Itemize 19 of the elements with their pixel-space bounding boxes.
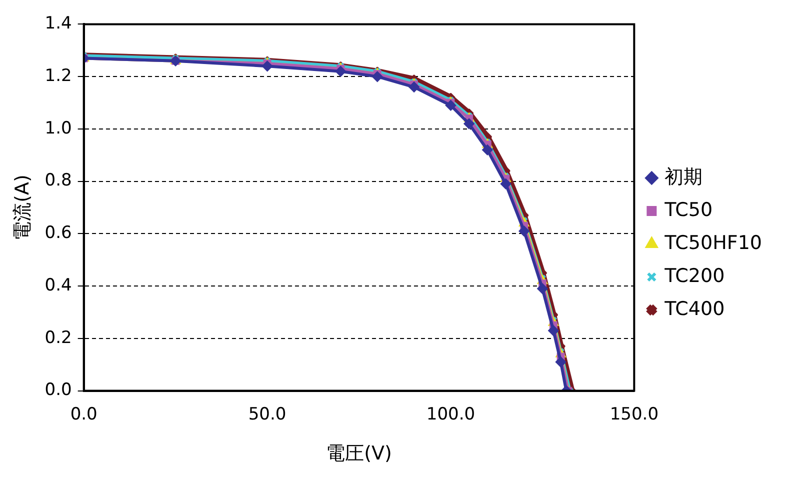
- y-tick-label: 1.4: [44, 14, 72, 34]
- y-tick-label: 1.0: [44, 118, 72, 138]
- legend-label: TC50: [664, 198, 713, 221]
- y-tick-label: 0.6: [44, 223, 72, 244]
- legend-label: TC200: [664, 264, 725, 287]
- y-tick-label: 0.8: [44, 170, 72, 191]
- legend-label: TC50HF10: [664, 232, 762, 254]
- x-axis-title: 電圧(V): [326, 442, 392, 465]
- x-tick-label: 0.0: [70, 404, 98, 424]
- x-tick-label: 100.0: [426, 404, 476, 424]
- y-axis-title: 電流(A): [11, 174, 34, 240]
- y-tick-label: 0.0: [44, 380, 72, 400]
- x-tick-label: 150.0: [610, 404, 659, 424]
- legend-label: TC400: [664, 298, 725, 320]
- x-tick-label: 50.0: [248, 404, 286, 424]
- y-tick-label: 0.2: [44, 328, 72, 348]
- y-tick-label: 0.4: [44, 275, 72, 296]
- y-tick-label: 1.2: [44, 66, 72, 86]
- legend-label: 初期: [664, 166, 703, 188]
